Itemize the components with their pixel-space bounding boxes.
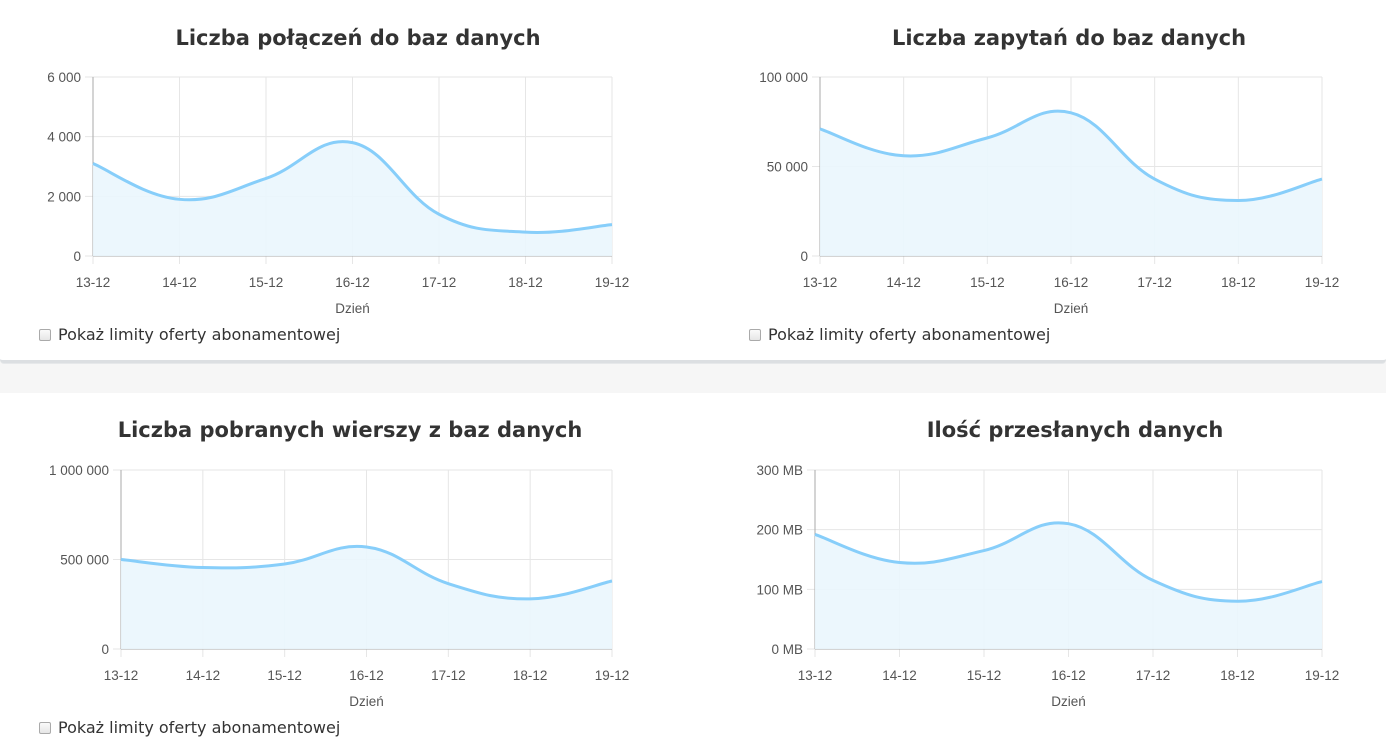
x-axis-label: Dzień [349, 694, 384, 709]
x-tick-label: 17-12 [1137, 275, 1172, 290]
y-tick-label: 0 MB [771, 642, 803, 657]
chart-title: Ilość przesłanych danych [926, 418, 1224, 442]
x-tick-label: 15-12 [970, 275, 1005, 290]
y-tick-label: 500 000 [60, 553, 109, 568]
x-tick-label: 17-12 [422, 275, 457, 290]
chart-queries: Liczba zapytań do baz danych 0 50 000 100 … [0, 0, 1386, 360]
x-tick-label: 14-12 [162, 275, 197, 290]
y-tick-label: 50 000 [767, 160, 808, 175]
show-limits-label: Pokaż limity oferty abonamentowej [768, 325, 1051, 344]
x-tick-label: 13-12 [104, 668, 139, 683]
show-limits-option[interactable]: Pokaż limity oferty abonamentowej [39, 325, 340, 344]
y-tick-label: 0 [101, 642, 109, 657]
y-tick-label: 0 [73, 249, 81, 264]
chart-plot: 0 500 000 1 000 000 13-12 14-12 15-12 16-12 17-… [49, 463, 630, 709]
x-tick-label: 19-12 [1305, 275, 1340, 290]
x-tick-label: 14-12 [882, 668, 917, 683]
series-area [820, 111, 1322, 256]
x-tick-label: 18-12 [1220, 668, 1255, 683]
y-tick-label: 0 [800, 249, 808, 264]
x-axis-label: Dzień [1054, 301, 1089, 316]
series-area [121, 546, 612, 649]
x-tick-label: 13-12 [798, 668, 833, 683]
x-tick-label: 15-12 [967, 668, 1002, 683]
y-tick-label: 4 000 [47, 130, 81, 145]
show-limits-label: Pokaż limity oferty abonamentowej [58, 325, 341, 344]
x-tick-label: 16-12 [349, 668, 384, 683]
x-tick-label: 16-12 [1051, 668, 1086, 683]
chart-plot: 0 MB 100 MB 200 MB 300 MB 13-12 14-12 15-12 16-… [756, 463, 1340, 709]
x-tick-label: 14-12 [186, 668, 221, 683]
show-limits-option[interactable]: Pokaż limity oferty abonamentowej [749, 325, 1050, 344]
chart-plot: 0 2 000 4 000 6 000 13-12 14-12 15-12 16-12 17-1… [47, 70, 630, 316]
show-limits-checkbox[interactable] [39, 721, 51, 734]
chart-title: Liczba pobranych wierszy z baz danych [117, 418, 583, 442]
chart-rows: Liczba pobranych wierszy z baz danych 0 5… [39, 418, 630, 737]
chart-title: Liczba zapytań do baz danych [891, 26, 1247, 50]
show-limits-checkbox[interactable] [39, 328, 51, 341]
x-tick-label: 18-12 [513, 668, 548, 683]
x-tick-label: 14-12 [886, 275, 921, 290]
series-area [815, 522, 1322, 649]
show-limits-checkbox[interactable] [749, 328, 761, 341]
x-tick-label: 17-12 [431, 668, 466, 683]
x-tick-label: 15-12 [267, 668, 302, 683]
y-tick-label: 100 000 [759, 70, 808, 85]
show-limits-label: Pokaż limity oferty abonamentowej [58, 718, 341, 737]
y-tick-label: 6 000 [47, 70, 81, 85]
x-tick-label: 13-12 [76, 275, 111, 290]
y-tick-label: 300 MB [756, 463, 803, 478]
x-tick-label: 19-12 [595, 275, 630, 290]
x-tick-label: 19-12 [595, 668, 630, 683]
y-tick-label: 2 000 [47, 189, 81, 204]
x-tick-label: 17-12 [1136, 668, 1171, 683]
y-tick-label: 1 000 000 [49, 463, 109, 478]
y-tick-label: 100 MB [756, 582, 803, 597]
show-limits-option[interactable]: Pokaż limity oferty abonamentowej [39, 718, 340, 737]
x-tick-label: 16-12 [335, 275, 370, 290]
chart-plot: 0 50 000 100 000 13-12 14-12 15-12 16-12 17-12 1… [759, 70, 1340, 316]
chart-title: Liczba połączeń do baz danych [175, 26, 541, 50]
y-tick-label: 200 MB [756, 523, 803, 538]
x-tick-label: 19-12 [1305, 668, 1340, 683]
chart-connections: Liczba połączeń do baz danych 0 2 000 4 00… [0, 0, 720, 360]
x-tick-label: 18-12 [508, 275, 543, 290]
x-axis-label: Dzień [1051, 694, 1086, 709]
x-axis-label: Dzień [335, 301, 370, 316]
x-tick-label: 13-12 [803, 275, 838, 290]
series-area [93, 141, 612, 256]
x-tick-label: 18-12 [1221, 275, 1256, 290]
x-tick-label: 15-12 [249, 275, 284, 290]
x-tick-label: 16-12 [1054, 275, 1089, 290]
